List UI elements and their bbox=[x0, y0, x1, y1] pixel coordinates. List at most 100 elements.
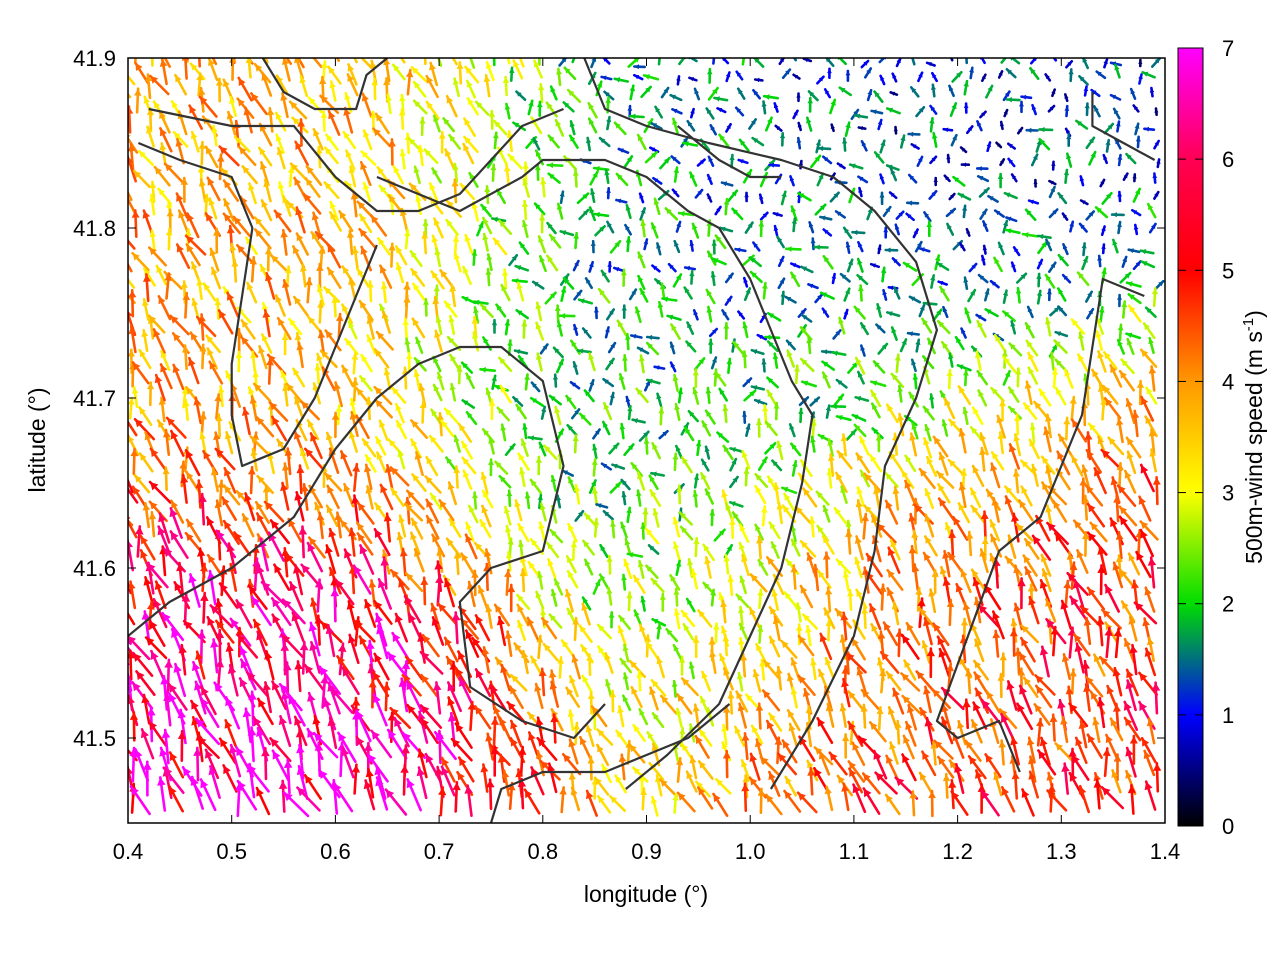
wind-vector bbox=[918, 467, 936, 490]
wind-vector bbox=[479, 303, 494, 319]
wind-vector bbox=[705, 107, 715, 120]
wind-vector bbox=[845, 69, 851, 82]
wind-vector bbox=[1052, 499, 1068, 523]
y-tick-label: 41.5 bbox=[73, 726, 116, 751]
wind-vector bbox=[693, 357, 706, 371]
wind-vector bbox=[581, 327, 592, 339]
wind-vector bbox=[716, 431, 730, 444]
wind-vector bbox=[460, 440, 474, 460]
wind-vector bbox=[870, 109, 884, 115]
wind-vector bbox=[773, 224, 779, 237]
wind-vector bbox=[463, 135, 479, 154]
wind-vector bbox=[592, 428, 601, 440]
wind-vector bbox=[276, 146, 286, 170]
wind-vector bbox=[853, 423, 867, 438]
wind-vector bbox=[298, 525, 308, 559]
wind-vector bbox=[807, 283, 819, 290]
wind-vector bbox=[443, 407, 459, 424]
wind-vector bbox=[282, 383, 289, 407]
wind-vector bbox=[652, 507, 660, 528]
wind-vector bbox=[460, 361, 474, 374]
wind-vector bbox=[843, 308, 849, 320]
wind-vector bbox=[906, 331, 921, 337]
wind-vector bbox=[287, 317, 303, 336]
wind-vector bbox=[327, 65, 342, 85]
wind-vector bbox=[524, 373, 530, 391]
wind-vector bbox=[275, 133, 285, 154]
wind-vector bbox=[464, 233, 474, 255]
wind-vector bbox=[704, 409, 716, 425]
wind-vector bbox=[686, 119, 696, 132]
wind-vector bbox=[1048, 261, 1057, 274]
wind-vector bbox=[759, 211, 769, 221]
wind-vector bbox=[683, 286, 693, 300]
wind-vector bbox=[241, 406, 251, 436]
wind-vector bbox=[433, 217, 444, 239]
wind-vector bbox=[131, 209, 140, 238]
wind-vector bbox=[752, 89, 762, 100]
wind-vector bbox=[559, 230, 575, 237]
wind-vector bbox=[214, 393, 222, 420]
wind-vector bbox=[241, 513, 255, 538]
wind-vector bbox=[144, 73, 153, 100]
wind-vector bbox=[473, 306, 480, 324]
wind-vector bbox=[539, 343, 549, 355]
wind-vector bbox=[480, 203, 492, 218]
wind-vector bbox=[484, 185, 491, 205]
wind-vector bbox=[292, 367, 306, 388]
wind-vector bbox=[880, 266, 887, 283]
wind-vector bbox=[1153, 139, 1160, 150]
wind-vector bbox=[374, 435, 387, 456]
wind-vector bbox=[508, 254, 519, 267]
wind-vector bbox=[911, 563, 920, 591]
wind-vector bbox=[810, 154, 822, 169]
wind-vector bbox=[143, 273, 151, 303]
wind-vector bbox=[131, 251, 150, 272]
wind-vector bbox=[1013, 433, 1022, 457]
wind-vector bbox=[391, 63, 406, 81]
wind-vector bbox=[403, 294, 411, 320]
wind-vector bbox=[180, 176, 189, 203]
wind-vector bbox=[1008, 342, 1023, 357]
wind-vector bbox=[181, 386, 189, 409]
wind-vector bbox=[738, 523, 750, 544]
wind-vector bbox=[819, 291, 835, 300]
wind-vector bbox=[1027, 351, 1039, 372]
wind-vector bbox=[500, 423, 507, 442]
wind-vector bbox=[822, 551, 831, 579]
wind-vector bbox=[438, 498, 455, 522]
wind-vector bbox=[826, 467, 833, 489]
wind-vector bbox=[459, 182, 476, 201]
wind-vector bbox=[282, 278, 292, 306]
wind-vector bbox=[516, 281, 525, 302]
wind-vector bbox=[145, 561, 169, 589]
wind-vector bbox=[932, 308, 943, 322]
wind-vector bbox=[328, 527, 340, 557]
wind-vector bbox=[288, 100, 308, 120]
wind-vector bbox=[428, 434, 444, 453]
wind-vector bbox=[595, 503, 609, 509]
wind-vector bbox=[1010, 173, 1018, 183]
wind-vector bbox=[1139, 348, 1158, 369]
wind-vector bbox=[754, 523, 764, 541]
wind-vector bbox=[797, 121, 803, 132]
wind-vector bbox=[449, 382, 457, 402]
wind-vector bbox=[1122, 172, 1129, 181]
wind-vector bbox=[611, 463, 626, 470]
wind-vector bbox=[1124, 469, 1137, 494]
wind-vector bbox=[860, 140, 868, 152]
wind-vector bbox=[466, 97, 479, 116]
wind-vector bbox=[373, 398, 393, 419]
wind-vector bbox=[405, 68, 414, 96]
wind-vector bbox=[780, 190, 787, 206]
wind-vector bbox=[705, 288, 716, 305]
wind-vector bbox=[791, 217, 797, 233]
colorbar-gradient bbox=[1177, 47, 1204, 827]
colorbar-tick-label: 5 bbox=[1222, 258, 1234, 283]
wind-vector bbox=[851, 229, 866, 236]
wind-vector bbox=[886, 568, 904, 591]
wind-vector bbox=[1044, 273, 1056, 289]
wind-vector bbox=[169, 506, 183, 539]
wind-vector bbox=[925, 61, 936, 67]
wind-vector bbox=[692, 308, 699, 321]
